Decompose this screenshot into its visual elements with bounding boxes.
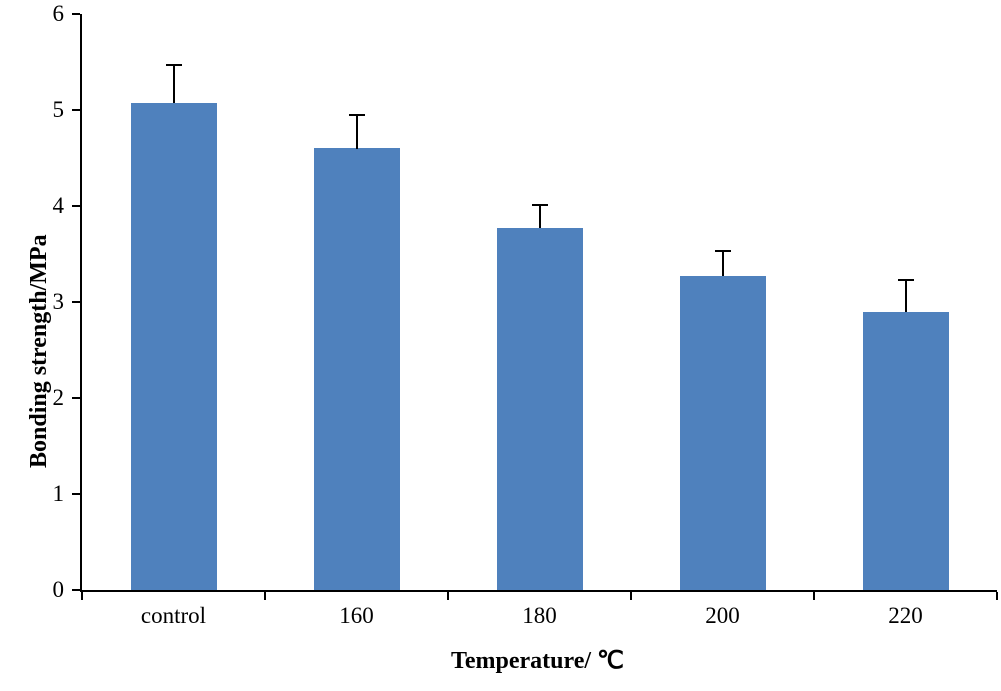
x-tick-mark — [264, 592, 266, 600]
y-tick-label: 6 — [52, 1, 65, 26]
error-bar-cap — [349, 114, 365, 116]
x-tick-label: 200 — [705, 603, 740, 628]
y-tick-mark — [72, 493, 80, 495]
error-bar-cap — [715, 250, 731, 252]
x-tick-label: 180 — [522, 603, 557, 628]
error-bar-line — [722, 251, 724, 276]
x-tick-label: 220 — [888, 603, 923, 628]
y-tick-mark — [72, 397, 80, 399]
x-tick-mark — [813, 592, 815, 600]
x-tick-label: control — [140, 603, 207, 628]
y-tick-label: 5 — [52, 97, 65, 122]
error-bar-cap — [898, 279, 914, 281]
x-tick-label: 160 — [339, 603, 374, 628]
error-bar-line — [173, 65, 175, 103]
x-tick-mark — [996, 592, 998, 600]
error-bar-line — [905, 280, 907, 312]
y-tick-mark — [72, 589, 80, 591]
bar — [314, 148, 400, 590]
y-tick-label: 0 — [52, 577, 65, 602]
y-tick-label: 4 — [52, 193, 65, 218]
plot-area: 0 1 2 3 4 5 6 control 160 180 200 220 — [53, 1, 998, 628]
x-tick-mark — [81, 592, 83, 600]
y-tick-mark — [72, 301, 80, 303]
y-tick-mark — [72, 109, 80, 111]
y-tick-label: 2 — [52, 385, 65, 410]
bar — [863, 312, 949, 590]
y-tick-mark — [72, 205, 80, 207]
x-tick-mark — [447, 592, 449, 600]
y-tick-mark — [72, 13, 80, 15]
error-bar-cap — [532, 204, 548, 206]
x-axis-title: Temperature/ ℃ — [451, 648, 624, 674]
bar — [131, 103, 217, 590]
bar — [680, 276, 766, 590]
error-bar-line — [539, 205, 541, 228]
bar — [497, 228, 583, 590]
y-axis-title: Bonding strength/MPa — [26, 234, 52, 468]
x-tick-mark — [630, 592, 632, 600]
error-bar-line — [356, 115, 358, 149]
error-bar-cap — [166, 64, 182, 66]
y-tick-label: 3 — [52, 289, 65, 314]
y-tick-label: 1 — [52, 481, 65, 506]
